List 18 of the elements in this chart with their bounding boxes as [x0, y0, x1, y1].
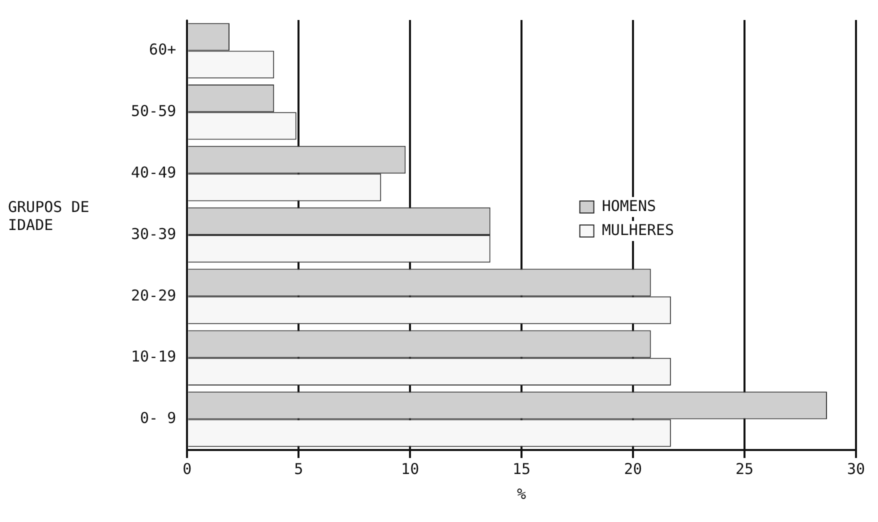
- legend-label: MULHERES: [602, 220, 674, 239]
- y-tick-label: 10-19: [131, 348, 176, 366]
- legend-label: HOMENS: [602, 196, 656, 215]
- x-tick-label: 15: [512, 460, 531, 478]
- y-tick-label: 60+: [149, 40, 176, 59]
- x-tick-label: 30: [846, 460, 865, 478]
- y-tick-label: 30-39: [131, 224, 176, 243]
- x-tick-label: 5: [294, 460, 304, 478]
- x-axis-title: %: [517, 484, 526, 503]
- x-tick-label: 0: [182, 460, 192, 478]
- y-tick-label: 20-29: [131, 286, 176, 304]
- y-tick-label: 50-59: [131, 102, 176, 120]
- y-tick-label: 40-49: [131, 163, 176, 182]
- x-tick-label: 25: [735, 460, 754, 478]
- x-tick-label: 20: [624, 460, 642, 478]
- y-tick-label: 0- 9: [140, 409, 176, 428]
- x-tick-label: 10: [401, 460, 420, 478]
- y-axis-title: GRUPOS DE IDADE: [8, 198, 90, 234]
